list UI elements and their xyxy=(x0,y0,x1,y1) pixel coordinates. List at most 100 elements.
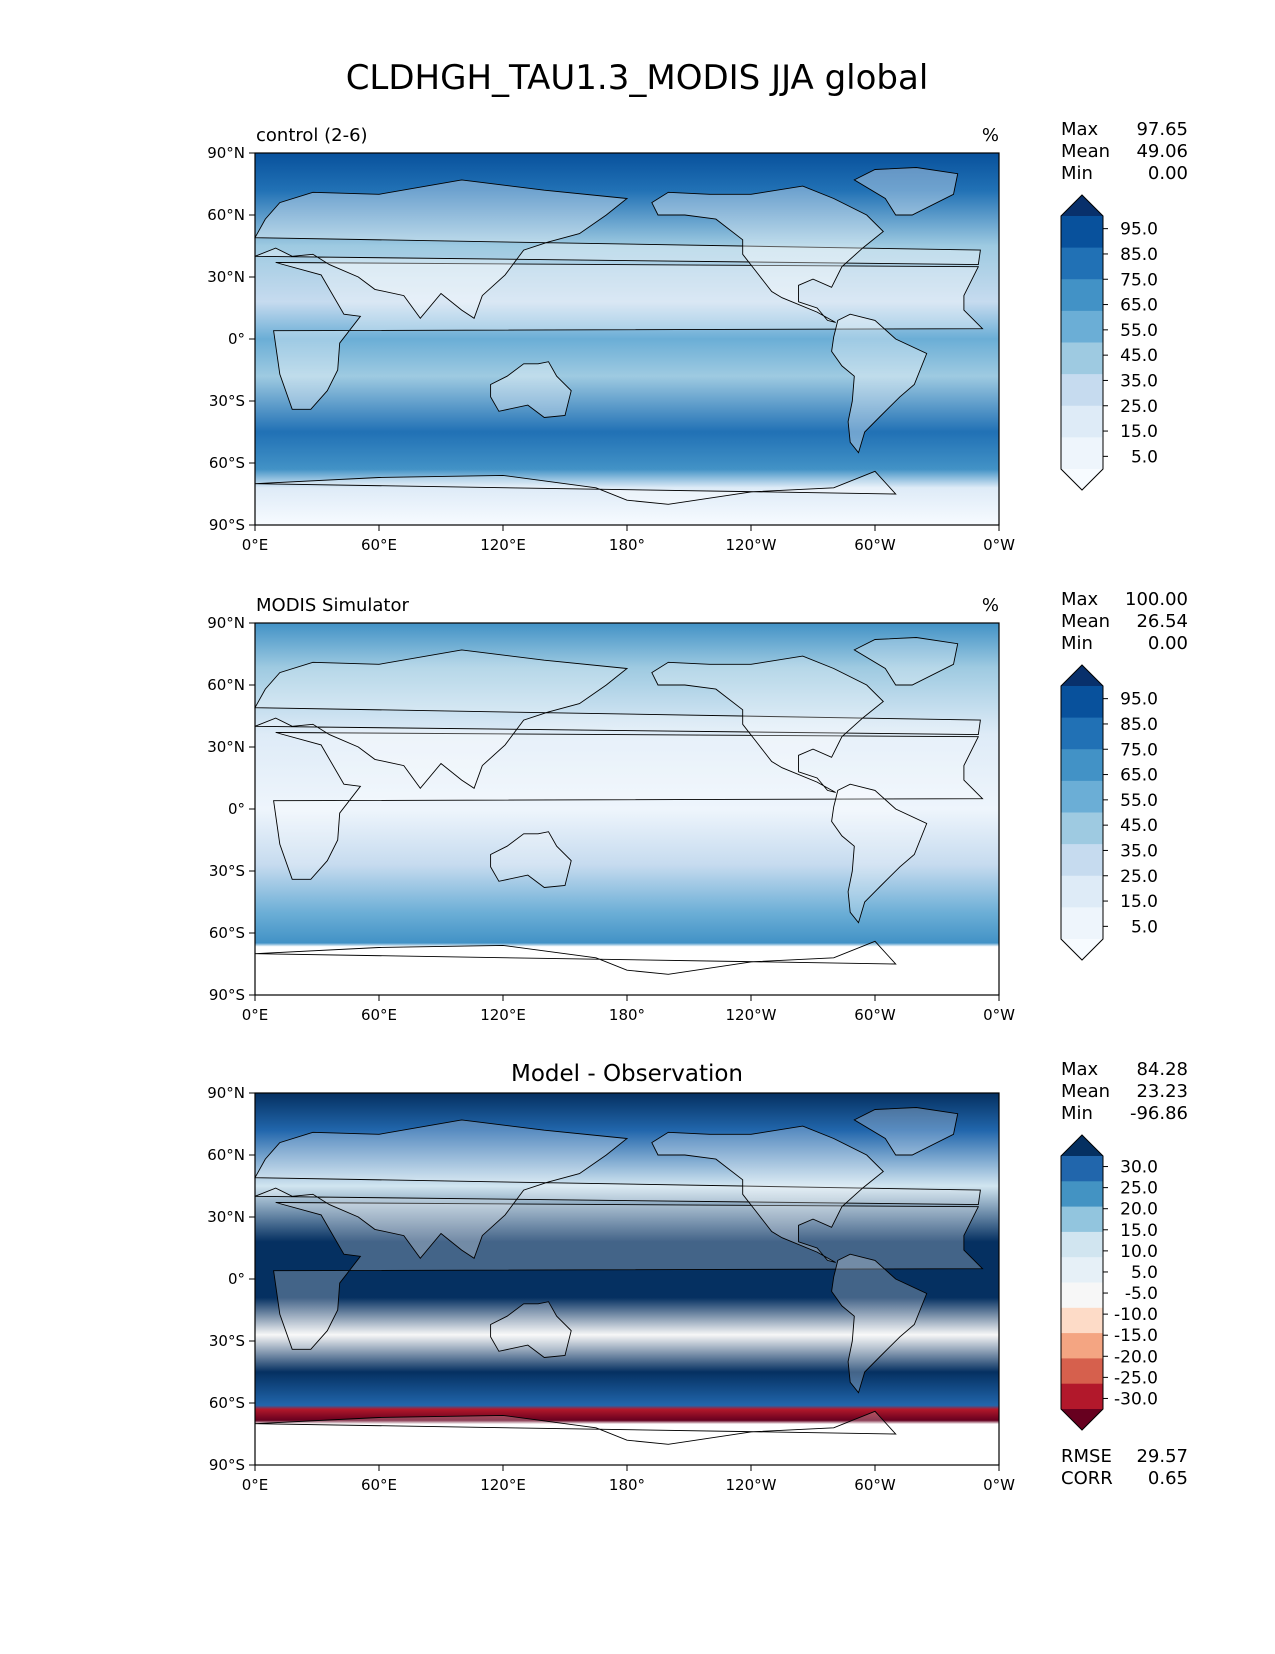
colorbar-label: -15.0 xyxy=(1114,1326,1158,1346)
colorbar-band xyxy=(1061,1181,1103,1208)
lat-tick-label: 0° xyxy=(228,330,245,348)
coastline xyxy=(853,637,959,686)
lat-tick-label: 30°S xyxy=(209,862,245,880)
colorbar-band xyxy=(1061,279,1103,312)
coastline xyxy=(490,1301,572,1358)
lat-tick-label: 90°S xyxy=(209,516,245,534)
coastline xyxy=(651,185,884,323)
colorbar-outline xyxy=(1060,194,1104,491)
extra-stat-label: CORR xyxy=(1061,1468,1113,1489)
coastline xyxy=(831,313,928,454)
colorbar-label: 55.0 xyxy=(1120,791,1158,811)
colorbar-label: 5.0 xyxy=(1131,917,1158,937)
lon-tick-label: 120°E xyxy=(480,1006,526,1024)
colorbar-label: 85.0 xyxy=(1120,715,1158,735)
stat-value: 49.06 xyxy=(1136,141,1188,162)
stat-value: 23.23 xyxy=(1136,1081,1188,1102)
map-panel-3: 90°N 60°N 30°N 0° 30°S 60°S 90°S 0°E 60°E 120°E 18… xyxy=(207,1059,1188,1494)
colorbar-label: 45.0 xyxy=(1120,346,1158,366)
extra-stat-label: RMSE xyxy=(1061,1446,1112,1467)
colorbar-band xyxy=(1061,1307,1103,1334)
colorbar-band xyxy=(1061,1206,1103,1233)
lon-tick-label: 180° xyxy=(609,1006,645,1024)
colorbar-band xyxy=(1061,437,1103,470)
coastline xyxy=(853,167,959,216)
colorbar: 30.025.020.015.010.05.0-5.0-10.0-15.0-20… xyxy=(1060,1134,1158,1431)
lon-tick-label: 180° xyxy=(609,1476,645,1494)
colorbar-band xyxy=(1061,310,1103,343)
stat-label: Mean xyxy=(1061,141,1110,162)
colorbar-label: 65.0 xyxy=(1120,296,1158,316)
stat-value: -96.86 xyxy=(1130,1103,1188,1124)
stat-value: 97.65 xyxy=(1136,119,1188,140)
colorbar-label: 15.0 xyxy=(1120,892,1158,912)
colorbar-band xyxy=(1061,405,1103,438)
lon-tick-label: 60°W xyxy=(854,536,896,554)
lat-tick-label: 90°N xyxy=(207,614,245,632)
colorbar-label: 45.0 xyxy=(1120,816,1158,836)
colorbar-band xyxy=(1061,342,1103,375)
colorbar-label: 35.0 xyxy=(1120,371,1158,391)
colorbar-label: 85.0 xyxy=(1120,245,1158,265)
colorbar-outline xyxy=(1060,664,1104,961)
panel-center-title: Model - Observation xyxy=(511,1061,743,1087)
lat-tick-label: 30°N xyxy=(207,268,245,286)
figure-title: CLDHGH_TAU1.3_MODIS JJA global xyxy=(346,58,929,98)
colorbar-label: 75.0 xyxy=(1120,740,1158,760)
map-field xyxy=(255,153,999,525)
lat-tick-label: 90°N xyxy=(207,1084,245,1102)
stat-label: Max xyxy=(1061,589,1099,610)
lat-tick-label: 30°N xyxy=(207,738,245,756)
stat-label: Mean xyxy=(1061,1081,1110,1102)
lat-tick-label: 30°N xyxy=(207,1208,245,1226)
coastline xyxy=(490,361,572,418)
colorbar-band xyxy=(1061,216,1103,249)
colorbar-extend-max xyxy=(1061,665,1103,686)
lon-tick-label: 0°W xyxy=(983,1476,1015,1494)
lon-tick-label: 60°W xyxy=(854,1476,896,1494)
colorbar: 95.0 85.0 75.0 65.0 55.0 45.0 35.0 25.0 15.0 5.0 xyxy=(1060,194,1158,491)
stat-label: Max xyxy=(1061,1059,1099,1080)
stat-label: Max xyxy=(1061,119,1099,140)
colorbar-label: 95.0 xyxy=(1120,690,1158,710)
colorbar-band xyxy=(1061,780,1103,813)
panel-left-title: MODIS Simulator xyxy=(256,595,409,616)
colorbar-band xyxy=(1061,686,1103,719)
coastline xyxy=(254,470,897,505)
colorbar: 95.0 85.0 75.0 65.0 55.0 45.0 35.0 25.0 15.0 5.0 xyxy=(1060,664,1158,961)
stat-label: Mean xyxy=(1061,611,1110,632)
lon-tick-label: 60°W xyxy=(854,1006,896,1024)
lat-tick-label: 90°N xyxy=(207,144,245,162)
lon-tick-label: 120°E xyxy=(480,536,526,554)
lat-tick-label: 30°S xyxy=(209,1332,245,1350)
colorbar-extend-min xyxy=(1061,939,1103,960)
colorbar-extend-min xyxy=(1061,469,1103,490)
colorbar-label: 25.0 xyxy=(1120,1179,1158,1199)
lat-tick-label: 0° xyxy=(228,800,245,818)
colorbar-band xyxy=(1061,1383,1103,1410)
lon-tick-label: 60°E xyxy=(361,536,397,554)
lon-tick-label: 120°W xyxy=(726,1006,777,1024)
colorbar-label: -25.0 xyxy=(1114,1368,1158,1388)
lat-tick-label: 60°S xyxy=(209,454,245,472)
stat-value: 84.28 xyxy=(1136,1059,1188,1080)
stat-value: 0.00 xyxy=(1148,633,1188,654)
panel-units: % xyxy=(982,595,999,616)
colorbar-band xyxy=(1061,1156,1103,1182)
stat-label: Min xyxy=(1061,163,1093,184)
colorbar-label: 15.0 xyxy=(1120,1221,1158,1241)
colorbar-label: -30.0 xyxy=(1114,1389,1158,1409)
lat-tick-label: 60°S xyxy=(209,924,245,942)
colorbar-label: -10.0 xyxy=(1114,1305,1158,1325)
lat-tick-label: 60°N xyxy=(207,1146,245,1164)
lat-tick-label: 90°S xyxy=(209,1456,245,1474)
colorbar-extend-max xyxy=(1061,1135,1103,1156)
lat-tick-label: 0° xyxy=(228,1270,245,1288)
lon-tick-label: 0°E xyxy=(242,1006,269,1024)
colorbar-label: -20.0 xyxy=(1114,1347,1158,1367)
colorbar-label: 55.0 xyxy=(1120,321,1158,341)
colorbar-outline xyxy=(1060,1134,1104,1431)
colorbar-label: 75.0 xyxy=(1120,270,1158,290)
lon-tick-label: 120°W xyxy=(726,536,777,554)
